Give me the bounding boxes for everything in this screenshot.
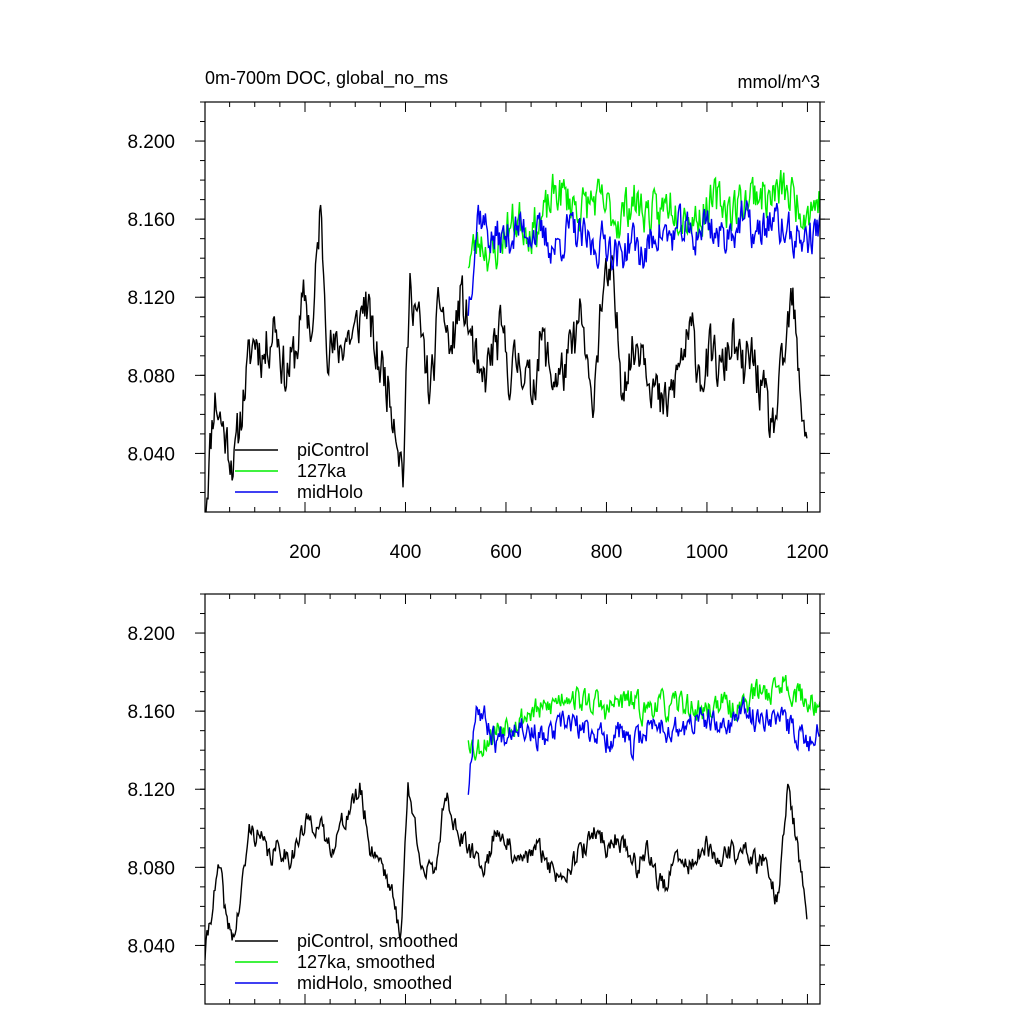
top-series-line-1 xyxy=(467,169,820,272)
bottom-legend-label-2: midHolo, smoothed xyxy=(297,973,452,993)
bottom-series-line-0 xyxy=(205,782,808,961)
top-legend-label-2: midHolo xyxy=(297,482,363,502)
bottom-ytick-label: 8.080 xyxy=(127,858,175,879)
top-legend-label-0: piControl xyxy=(297,440,369,460)
top-xtick-label: 600 xyxy=(490,542,522,563)
bottom-series-line-1 xyxy=(467,675,820,761)
top-title: 0m-700m DOC, global_no_ms xyxy=(205,68,448,89)
top-panel: 0m-700m DOC, global_no_ms mmol/m^3 200 40… xyxy=(127,68,830,563)
top-ytick-label: 8.080 xyxy=(127,366,175,387)
top-ytick-label: 8.160 xyxy=(127,210,175,231)
top-plot-frame xyxy=(204,101,821,513)
bottom-legend-label-0: piControl, smoothed xyxy=(297,931,458,951)
top-ytick-label: 8.120 xyxy=(127,288,175,309)
bottom-ytick-label: 8.120 xyxy=(127,780,175,801)
bottom-panel: 8.040 8.080 8.120 8.160 8.200 piControl, smoo… xyxy=(127,593,830,1005)
top-ytick-label: 8.200 xyxy=(127,132,175,153)
top-xtick-label: 200 xyxy=(289,542,321,563)
bottom-series-line-2 xyxy=(467,696,820,795)
top-series-line-2 xyxy=(467,200,820,316)
top-xtick-label: 1000 xyxy=(686,542,728,563)
top-xtick-label: 1200 xyxy=(786,542,828,563)
bottom-plot-frame xyxy=(204,593,821,1005)
bottom-ytick-label: 8.200 xyxy=(127,624,175,645)
top-ytick-label: 8.040 xyxy=(127,444,175,465)
bottom-legend-label-1: 127ka, smoothed xyxy=(297,952,435,972)
top-series-line-0 xyxy=(205,204,808,512)
bottom-ytick-label: 8.160 xyxy=(127,702,175,723)
top-legend-label-1: 127ka xyxy=(297,461,347,481)
top-units: mmol/m^3 xyxy=(738,72,820,92)
top-xtick-label: 800 xyxy=(591,542,623,563)
bottom-ytick-label: 8.040 xyxy=(127,936,175,957)
top-xtick-label: 400 xyxy=(390,542,422,563)
